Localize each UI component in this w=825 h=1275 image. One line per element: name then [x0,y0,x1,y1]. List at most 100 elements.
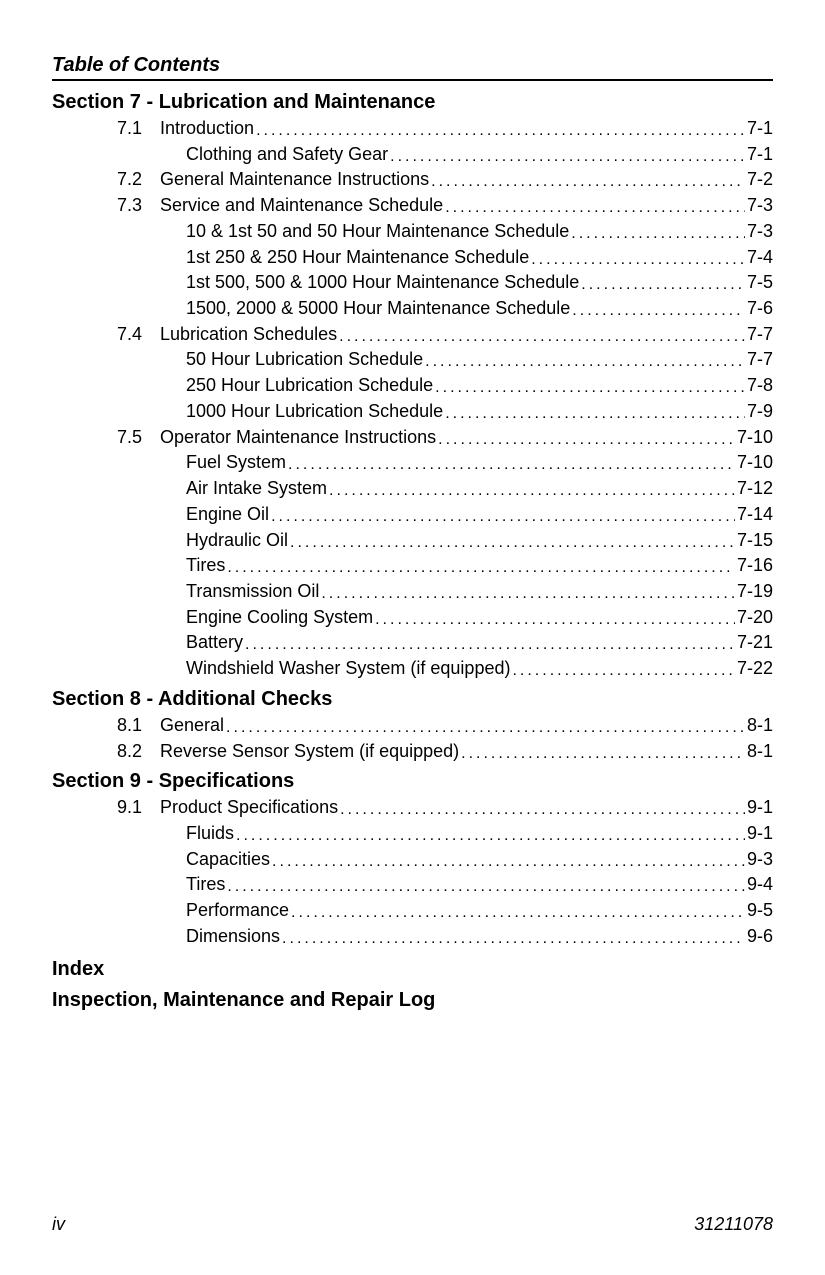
leader-dots [375,606,735,632]
toc-row: 7.3Service and Maintenance Schedule7-3 [52,193,773,219]
leader-dots [340,796,745,822]
toc-row: 1st 500, 500 & 1000 Hour Maintenance Sch… [52,270,773,296]
toc-row: 7.2General Maintenance Instructions7-2 [52,167,773,193]
entry-number: 8.1 [52,713,160,739]
entry-label: Windshield Washer System (if equipped) [160,656,510,682]
leader-dots [290,529,735,555]
toc-row: 250 Hour Lubrication Schedule 7-8 [52,373,773,399]
toc-row: Engine Oil7-14 [52,502,773,528]
section-title: Section 7 - Lubrication and Maintenance [52,91,773,114]
toc-row: 8.2Reverse Sensor System (if equipped)8-… [52,739,773,765]
entry-label: Transmission Oil [160,579,319,605]
section-title: Index [52,958,773,981]
footer-page-num: iv [52,1214,65,1235]
toc-row: Battery7-21 [52,630,773,656]
entry-page: 7-12 [737,476,773,502]
toc-row: 7.5Operator Maintenance Instructions7-10 [52,425,773,451]
entry-page: 7-19 [737,579,773,605]
leader-dots [321,580,735,606]
entry-label: Clothing and Safety Gear [160,142,388,168]
toc-row: 7.1Introduction7-1 [52,116,773,142]
leader-dots [438,426,735,452]
toc-row: 50 Hour Lubrication Schedule7-7 [52,347,773,373]
toc-row: Fluids9-1 [52,821,773,847]
entry-page: 7-8 [747,373,773,399]
entry-label: Engine Oil [160,502,269,528]
entry-page: 7-15 [737,528,773,554]
entry-page: 7-16 [737,553,773,579]
leader-dots [282,925,745,951]
entry-label: Engine Cooling System [160,605,373,631]
entry-page: 7-3 [747,219,773,245]
leader-dots [256,117,745,143]
entry-label: 250 Hour Lubrication Schedule [160,373,433,399]
leader-dots [236,822,745,848]
leader-dots [512,657,735,683]
entry-page: 9-1 [747,795,773,821]
entry-number: 7.4 [52,322,160,348]
leader-dots [245,631,735,657]
entry-page: 7-7 [747,322,773,348]
toc-row: Performance 9-5 [52,898,773,924]
leader-dots [227,873,745,899]
entry-page: 7-6 [747,296,773,322]
toc-row: 8.1General8-1 [52,713,773,739]
entry-label: Hydraulic Oil [160,528,288,554]
section-title: Inspection, Maintenance and Repair Log [52,989,773,1012]
leader-dots [445,400,745,426]
toc-row: Tires9-4 [52,872,773,898]
entry-number: 7.5 [52,425,160,451]
toc-row: 1000 Hour Lubrication Schedule7-9 [52,399,773,425]
entry-label: Lubrication Schedules [160,322,337,348]
entry-page: 9-3 [747,847,773,873]
toc-row: Clothing and Safety Gear7-1 [52,142,773,168]
entry-page: 8-1 [747,739,773,765]
entry-page: 7-5 [747,270,773,296]
entry-page: 7-9 [747,399,773,425]
entry-page: 9-5 [747,898,773,924]
leader-dots [227,554,735,580]
entry-label: 50 Hour Lubrication Schedule [160,347,423,373]
entry-label: Tires [160,872,225,898]
entry-label: 10 & 1st 50 and 50 Hour Maintenance Sche… [160,219,569,245]
toc-row: Dimensions 9-6 [52,924,773,950]
toc-row: Engine Cooling System7-20 [52,605,773,631]
section-title: Section 9 - Specifications [52,770,773,793]
entry-label: Performance [160,898,289,924]
toc-row: 10 & 1st 50 and 50 Hour Maintenance Sche… [52,219,773,245]
leader-dots [461,740,745,766]
leader-dots [572,297,745,323]
entry-label: Air Intake System [160,476,327,502]
toc-row: Windshield Washer System (if equipped) 7-… [52,656,773,682]
section-title: Section 8 - Additional Checks [52,688,773,711]
leader-dots [581,271,745,297]
entry-page: 7-2 [747,167,773,193]
toc-row: Capacities9-3 [52,847,773,873]
leader-dots [445,194,745,220]
toc-row: Fuel System7-10 [52,450,773,476]
page-header: Table of Contents [52,54,773,81]
entry-label: Dimensions [160,924,280,950]
entry-page: 9-6 [747,924,773,950]
leader-dots [226,714,745,740]
entry-number: 9.1 [52,795,160,821]
entry-label: 1st 500, 500 & 1000 Hour Maintenance Sch… [160,270,579,296]
toc-row: 9.1Product Specifications9-1 [52,795,773,821]
toc-row: 1st 250 & 250 Hour Maintenance Schedule7… [52,245,773,271]
leader-dots [329,477,735,503]
toc-row: Hydraulic Oil 7-15 [52,528,773,554]
toc-row: Tires7-16 [52,553,773,579]
leader-dots [288,451,735,477]
entry-page: 7-22 [737,656,773,682]
leader-dots [571,220,745,246]
entry-label: Reverse Sensor System (if equipped) [160,739,459,765]
entry-label: Fluids [160,821,234,847]
toc-row: 1500, 2000 & 5000 Hour Maintenance Sched… [52,296,773,322]
page-footer: iv 31211078 [52,1214,773,1235]
leader-dots [435,374,745,400]
entry-page: 7-3 [747,193,773,219]
footer-doc-num: 31211078 [694,1214,773,1235]
entry-label: Introduction [160,116,254,142]
toc-row: 7.4Lubrication Schedules 7-7 [52,322,773,348]
entry-page: 7-1 [747,116,773,142]
